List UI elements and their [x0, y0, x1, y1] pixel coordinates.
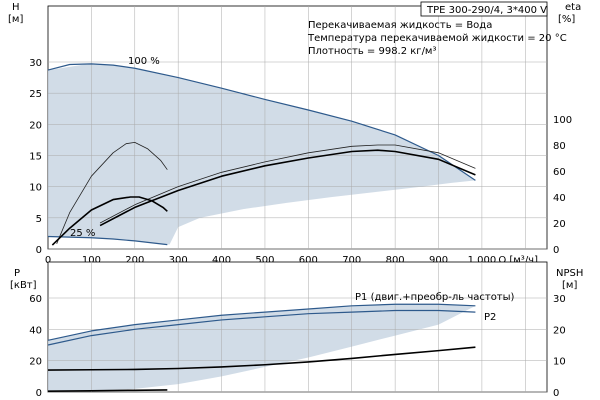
- y-tick-left: 0: [36, 388, 42, 399]
- x-tick-label: 500: [255, 255, 274, 266]
- x-axis-label: Q [м³/ч]: [498, 255, 538, 266]
- note-density: Плотность = 998.2 кг/м³: [308, 46, 437, 57]
- y-tick-right: 0: [553, 245, 559, 256]
- annotation-label: P2: [484, 312, 496, 323]
- y-tick-left: 40: [29, 325, 42, 336]
- note-liquid: Перекачиваемая жидкость = Вода: [308, 20, 492, 31]
- y-tick-left: 10: [29, 183, 42, 194]
- model-label: TPE 300-290/4, 3*400 V: [426, 5, 547, 16]
- y-tick-left: 60: [29, 294, 42, 305]
- y-axis-label-left: H: [12, 2, 20, 13]
- y-tick-left: 20: [29, 120, 42, 131]
- note-temperature: Температура перекачиваемой жидкости = 20…: [307, 33, 567, 44]
- y-tick-left: 25: [29, 89, 42, 100]
- series-line-eta_part_thin: [56, 141, 168, 244]
- y-axis-label-right: NPSH: [556, 268, 583, 279]
- annotation-label: P1 (двиг.+преобр-ль частоты): [355, 292, 515, 303]
- y-axis-label-right: eta: [565, 2, 581, 13]
- x-tick-label: 100: [82, 255, 101, 266]
- series-line-head_min: [47, 235, 168, 246]
- x-tick-label: 600: [299, 255, 318, 266]
- info-box: TPE 300-290/4, 3*400 V Перекачиваемая жи…: [307, 1, 567, 57]
- x-tick-label: 400: [212, 255, 231, 266]
- y-axis-unit-right: [м]: [562, 280, 577, 291]
- x-tick-label: 700: [342, 255, 361, 266]
- y-axis-unit-left: [м]: [8, 14, 23, 25]
- series-line-eta_max_thin: [99, 144, 476, 224]
- series-line-P1 (двиг.+преобр-ль частоты): [47, 303, 476, 341]
- series-line-P2: [47, 309, 476, 346]
- y-tick-left: 5: [36, 214, 42, 225]
- y-axis-unit-right: [%]: [558, 14, 575, 25]
- x-tick-label: 1 000: [468, 255, 497, 266]
- y-axis-label-left: P: [14, 268, 20, 279]
- series-line-eta_max_thick: [99, 149, 476, 227]
- x-tick-label: 900: [429, 255, 448, 266]
- annotation-label: 25 %: [70, 228, 95, 239]
- series-line-eta_part_thick: [51, 196, 168, 246]
- x-tick-label: 300: [169, 255, 188, 266]
- x-tick-label: 800: [386, 255, 405, 266]
- annotation-label: 100 %: [128, 56, 160, 67]
- y-tick-right: 30: [553, 294, 566, 305]
- y-tick-left: 15: [29, 152, 42, 163]
- power-npsh-chart: 0 20 40 60 0 10 20 30 P[кВт] NPSH[м] P1 (двиг.+пре…: [10, 261, 583, 399]
- y-tick-right: 0: [553, 388, 559, 399]
- y-tick-right: 10: [553, 357, 566, 368]
- y-tick-left: 20: [29, 357, 42, 368]
- y-tick-right: 40: [553, 193, 566, 204]
- y-tick-right: 80: [553, 141, 566, 152]
- y-tick-right: 100: [553, 115, 572, 126]
- y-tick-right: 20: [553, 325, 566, 336]
- x-tick-label: 0: [45, 255, 51, 266]
- y-tick-right: 60: [553, 167, 566, 178]
- y-tick-left: 30: [29, 58, 42, 69]
- series-line-power_min: [47, 389, 168, 393]
- y-tick-left: 0: [36, 245, 42, 256]
- x-tick-label: 200: [125, 255, 144, 266]
- y-tick-right: 20: [553, 219, 566, 230]
- y-axis-unit-left: [кВт]: [10, 280, 37, 291]
- series-line-head_max: [47, 63, 476, 181]
- series-line-npsh: [47, 346, 476, 371]
